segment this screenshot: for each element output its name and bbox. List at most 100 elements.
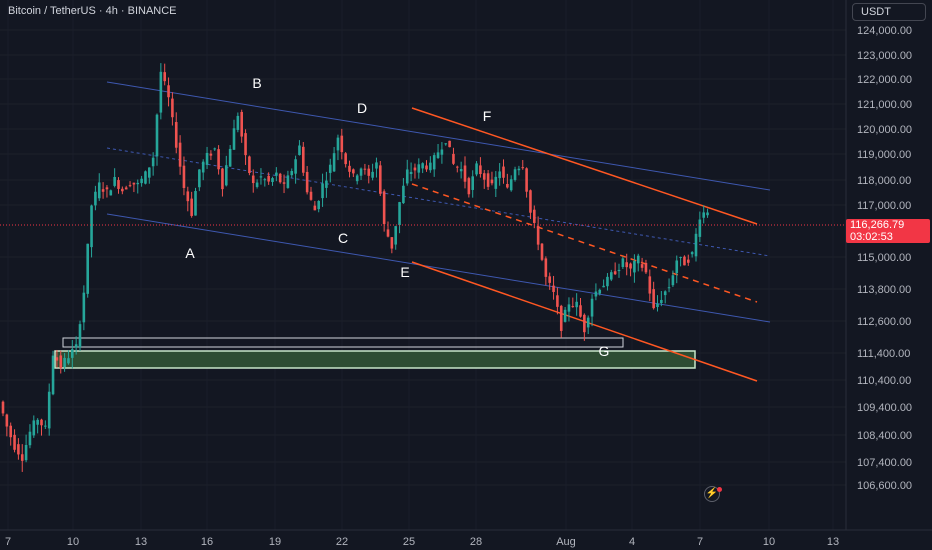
- candle: [305, 166, 309, 195]
- candle: [313, 201, 317, 211]
- candle: [498, 163, 501, 186]
- candle: [44, 420, 47, 430]
- y-tick-label: 115,000.00: [857, 252, 911, 264]
- candle: [390, 237, 394, 254]
- candle: [121, 186, 124, 195]
- candle: [663, 290, 667, 304]
- candle: [244, 129, 247, 165]
- candle: [9, 422, 12, 446]
- candle: [421, 162, 424, 174]
- candle: [236, 112, 240, 133]
- y-tick-label: 124,000.00: [857, 25, 912, 37]
- candle: [506, 173, 509, 189]
- candle: [559, 304, 563, 338]
- candle: [255, 179, 259, 189]
- candle: [652, 281, 655, 310]
- candle: [348, 160, 351, 178]
- symbol-title[interactable]: Bitcoin / TetherUS · 4h · BINANCE: [8, 5, 177, 17]
- y-tick-label: 109,400.00: [857, 402, 912, 414]
- candle: [556, 287, 559, 315]
- wave-label-g: G: [599, 343, 610, 359]
- x-tick-label: 28: [470, 536, 482, 548]
- candle: [405, 159, 409, 186]
- candle: [248, 155, 251, 176]
- y-tick-label: 106,600.00: [857, 480, 912, 492]
- candle: [5, 413, 9, 437]
- candle: [63, 353, 66, 372]
- candle: [398, 201, 401, 234]
- candle: [629, 262, 632, 277]
- candle: [475, 161, 478, 177]
- wave-label-f: F: [483, 108, 492, 124]
- candle: [213, 147, 217, 151]
- wave-label-e: E: [400, 264, 409, 280]
- candle: [479, 157, 482, 178]
- candle: [109, 189, 113, 196]
- candle: [174, 112, 178, 154]
- candle: [278, 172, 282, 184]
- candle: [298, 140, 301, 156]
- candle: [486, 170, 490, 191]
- candle: [159, 63, 163, 120]
- candle: [617, 263, 621, 278]
- wave-label-d: D: [357, 100, 367, 116]
- candle: [359, 167, 363, 181]
- candle: [413, 163, 417, 179]
- candle: [82, 285, 86, 331]
- candle: [282, 174, 286, 194]
- candle: [32, 415, 36, 438]
- candle: [533, 205, 536, 229]
- candle: [459, 161, 463, 179]
- candle: [186, 186, 190, 212]
- candle: [467, 176, 471, 198]
- candle: [59, 350, 63, 374]
- candle: [321, 173, 324, 207]
- candle: [552, 275, 555, 300]
- countdown-timer: 03:02:53: [850, 231, 893, 243]
- candle: [463, 156, 467, 189]
- candle: [509, 175, 513, 192]
- candle: [544, 256, 548, 286]
- candle: [540, 243, 544, 262]
- lightning-icon[interactable]: ⚡: [704, 486, 720, 502]
- y-tick-label: 112,600.00: [857, 316, 911, 328]
- candle: [640, 257, 644, 272]
- currency-button[interactable]: USDT: [852, 3, 926, 21]
- candle: [190, 191, 193, 218]
- candle: [579, 298, 582, 318]
- support-zone-outline: [62, 337, 624, 348]
- x-tick-label: 10: [67, 536, 79, 548]
- candle: [97, 173, 101, 201]
- candle: [502, 159, 505, 184]
- candle: [548, 272, 551, 290]
- candle: [352, 168, 355, 178]
- candle: [610, 269, 613, 282]
- candle: [36, 418, 39, 434]
- candle: [456, 165, 459, 173]
- candle: [309, 186, 313, 201]
- candle: [667, 278, 671, 293]
- candle: [209, 150, 213, 160]
- candle: [679, 256, 682, 267]
- candle: [586, 315, 590, 335]
- candle: [367, 164, 371, 184]
- candle: [379, 161, 382, 197]
- candle: [536, 216, 540, 251]
- candle: [567, 297, 571, 322]
- candle: [425, 160, 428, 172]
- candle: [683, 255, 686, 266]
- candle: [440, 142, 444, 164]
- y-tick-label: 108,400.00: [857, 430, 912, 442]
- candle: [336, 134, 340, 161]
- candle: [105, 185, 109, 198]
- wave-label-c: C: [338, 230, 348, 246]
- candle: [671, 270, 675, 288]
- x-tick-label: 13: [135, 536, 147, 548]
- candle: [263, 177, 267, 187]
- candle: [259, 168, 263, 185]
- candle: [436, 143, 440, 159]
- y-tick-label: 111,400.00: [857, 348, 910, 360]
- candle: [74, 336, 78, 355]
- candle: [221, 167, 224, 197]
